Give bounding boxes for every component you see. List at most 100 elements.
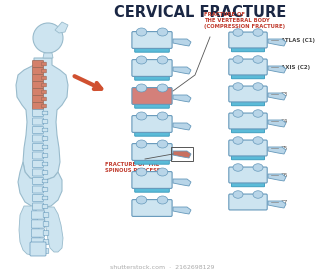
- Polygon shape: [268, 174, 286, 181]
- FancyBboxPatch shape: [42, 188, 48, 191]
- FancyBboxPatch shape: [42, 90, 46, 94]
- FancyBboxPatch shape: [32, 60, 44, 67]
- FancyBboxPatch shape: [42, 145, 48, 149]
- Ellipse shape: [253, 137, 263, 144]
- FancyBboxPatch shape: [231, 47, 265, 52]
- FancyBboxPatch shape: [32, 195, 44, 202]
- Ellipse shape: [136, 84, 147, 92]
- Ellipse shape: [233, 137, 243, 144]
- Ellipse shape: [136, 28, 147, 36]
- Ellipse shape: [233, 110, 243, 117]
- Ellipse shape: [136, 196, 147, 204]
- FancyBboxPatch shape: [135, 47, 169, 52]
- FancyBboxPatch shape: [32, 135, 44, 142]
- FancyBboxPatch shape: [32, 211, 45, 219]
- FancyBboxPatch shape: [43, 240, 49, 244]
- FancyArrowPatch shape: [74, 76, 101, 89]
- FancyBboxPatch shape: [229, 59, 267, 75]
- FancyBboxPatch shape: [32, 74, 44, 81]
- Polygon shape: [173, 179, 191, 186]
- Circle shape: [33, 23, 63, 53]
- Polygon shape: [173, 207, 191, 214]
- FancyBboxPatch shape: [32, 88, 44, 95]
- Text: CERVICAL FRACTURE: CERVICAL FRACTURE: [114, 5, 286, 20]
- Ellipse shape: [253, 191, 263, 198]
- FancyBboxPatch shape: [42, 104, 46, 108]
- FancyBboxPatch shape: [32, 160, 44, 167]
- Ellipse shape: [136, 112, 147, 120]
- FancyBboxPatch shape: [42, 83, 46, 87]
- FancyBboxPatch shape: [229, 113, 267, 129]
- FancyBboxPatch shape: [42, 76, 46, 80]
- FancyBboxPatch shape: [229, 140, 267, 156]
- Ellipse shape: [136, 140, 147, 148]
- FancyBboxPatch shape: [132, 144, 172, 160]
- Polygon shape: [19, 206, 40, 255]
- Ellipse shape: [233, 191, 243, 198]
- Polygon shape: [18, 162, 62, 208]
- FancyBboxPatch shape: [132, 60, 172, 76]
- FancyBboxPatch shape: [32, 95, 44, 102]
- Polygon shape: [268, 147, 286, 154]
- FancyBboxPatch shape: [32, 220, 45, 228]
- FancyBboxPatch shape: [32, 152, 44, 159]
- FancyBboxPatch shape: [42, 62, 46, 66]
- FancyBboxPatch shape: [32, 102, 44, 109]
- FancyBboxPatch shape: [135, 187, 169, 192]
- FancyBboxPatch shape: [229, 194, 267, 210]
- Ellipse shape: [157, 196, 168, 204]
- FancyBboxPatch shape: [32, 109, 44, 116]
- Ellipse shape: [157, 168, 168, 176]
- FancyBboxPatch shape: [42, 111, 48, 115]
- Ellipse shape: [157, 84, 168, 92]
- Polygon shape: [268, 93, 286, 100]
- Text: FRACTURE OF THE: FRACTURE OF THE: [105, 162, 159, 167]
- Ellipse shape: [253, 56, 263, 63]
- FancyBboxPatch shape: [135, 75, 169, 80]
- FancyBboxPatch shape: [32, 67, 44, 74]
- FancyBboxPatch shape: [42, 196, 48, 200]
- FancyBboxPatch shape: [43, 231, 49, 235]
- Text: (COMPRESSION FRACTURE): (COMPRESSION FRACTURE): [204, 24, 285, 29]
- Polygon shape: [268, 120, 286, 127]
- FancyBboxPatch shape: [42, 162, 48, 166]
- Text: C3: C3: [281, 92, 288, 97]
- Polygon shape: [173, 95, 191, 102]
- FancyBboxPatch shape: [135, 131, 169, 136]
- FancyBboxPatch shape: [42, 120, 48, 123]
- Ellipse shape: [157, 56, 168, 64]
- FancyBboxPatch shape: [43, 222, 49, 226]
- Text: C6: C6: [281, 172, 288, 178]
- Polygon shape: [173, 39, 191, 46]
- FancyBboxPatch shape: [132, 32, 172, 48]
- FancyBboxPatch shape: [30, 242, 46, 256]
- Text: THE VERTEBRAL BODY: THE VERTEBRAL BODY: [204, 18, 270, 23]
- Polygon shape: [44, 207, 63, 252]
- Ellipse shape: [233, 56, 243, 63]
- Text: SPINOUS PROCESS: SPINOUS PROCESS: [105, 168, 160, 173]
- Polygon shape: [173, 123, 191, 130]
- FancyBboxPatch shape: [42, 128, 48, 132]
- FancyBboxPatch shape: [32, 118, 44, 125]
- FancyBboxPatch shape: [32, 127, 44, 134]
- Ellipse shape: [136, 56, 147, 64]
- FancyBboxPatch shape: [132, 116, 172, 132]
- FancyBboxPatch shape: [42, 205, 48, 208]
- Polygon shape: [173, 151, 191, 158]
- FancyBboxPatch shape: [231, 101, 265, 106]
- FancyBboxPatch shape: [135, 159, 169, 164]
- Polygon shape: [268, 201, 286, 208]
- FancyBboxPatch shape: [229, 86, 267, 102]
- Polygon shape: [268, 39, 286, 46]
- FancyBboxPatch shape: [229, 167, 267, 183]
- Ellipse shape: [253, 110, 263, 117]
- Ellipse shape: [233, 29, 243, 36]
- FancyBboxPatch shape: [32, 238, 45, 246]
- FancyBboxPatch shape: [42, 179, 48, 183]
- FancyBboxPatch shape: [32, 247, 45, 255]
- FancyBboxPatch shape: [231, 155, 265, 160]
- FancyBboxPatch shape: [32, 203, 44, 210]
- FancyBboxPatch shape: [132, 88, 172, 104]
- Ellipse shape: [136, 168, 147, 176]
- FancyBboxPatch shape: [32, 178, 44, 185]
